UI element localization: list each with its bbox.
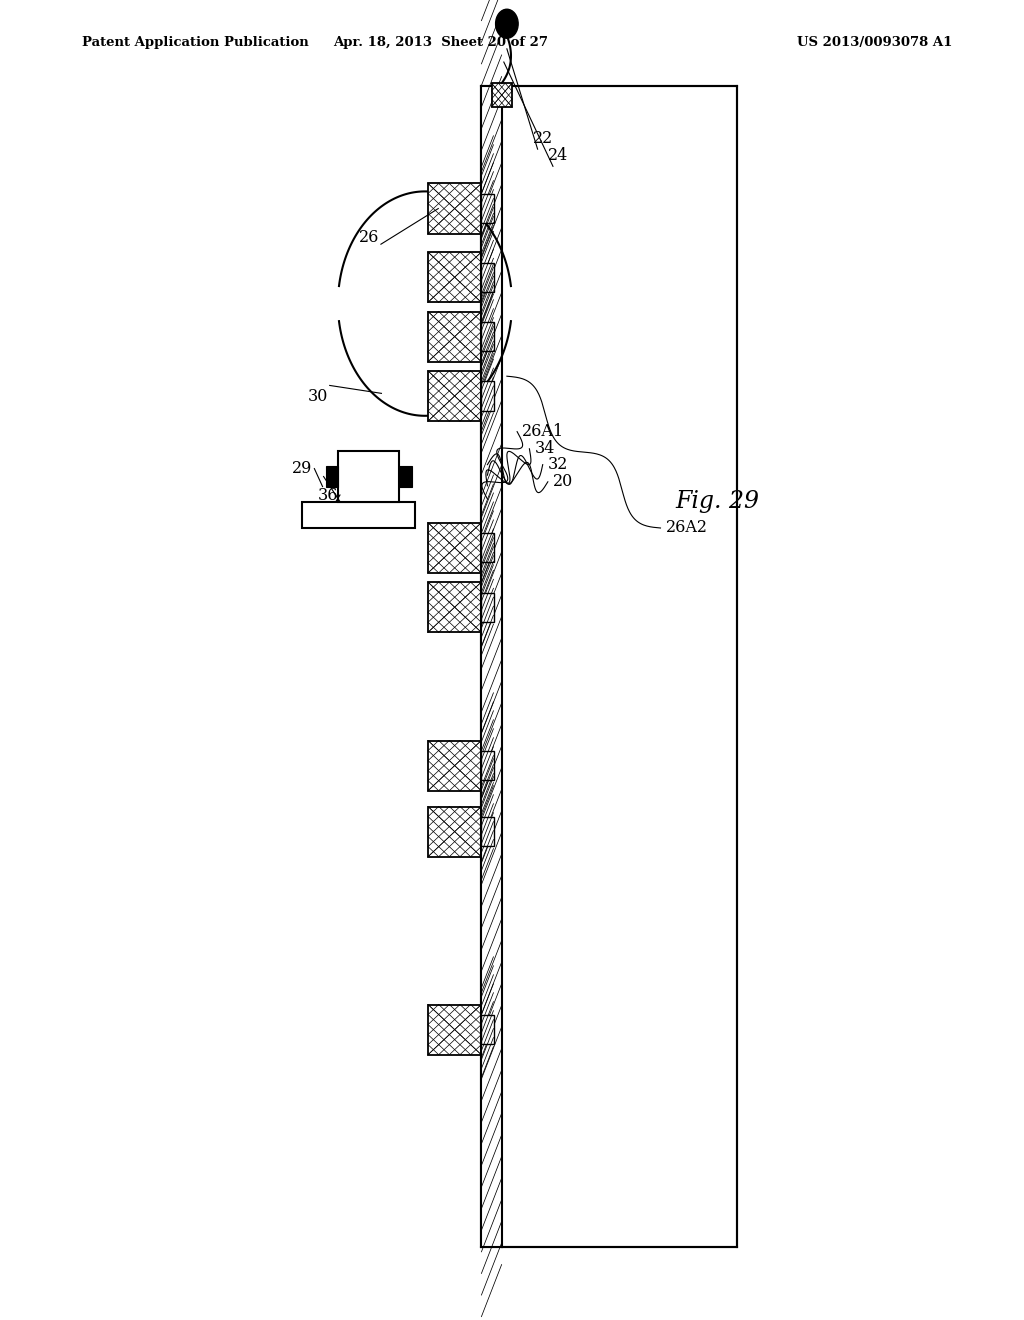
Text: 34: 34 bbox=[535, 441, 555, 457]
Text: 26A1: 26A1 bbox=[522, 424, 564, 440]
Bar bbox=[481, 533, 494, 562]
Bar bbox=[481, 322, 494, 351]
Text: 36: 36 bbox=[317, 487, 338, 503]
Bar bbox=[481, 86, 502, 1247]
Bar bbox=[428, 371, 481, 421]
Bar bbox=[428, 183, 481, 234]
Bar bbox=[492, 83, 512, 107]
Text: 24: 24 bbox=[548, 148, 568, 164]
Bar bbox=[481, 1015, 494, 1044]
Bar bbox=[481, 751, 494, 780]
Text: 22: 22 bbox=[532, 131, 553, 147]
Circle shape bbox=[496, 9, 518, 38]
Text: 26A2: 26A2 bbox=[666, 520, 708, 536]
Text: Patent Application Publication: Patent Application Publication bbox=[82, 36, 308, 49]
Bar bbox=[326, 466, 338, 487]
Text: 26: 26 bbox=[358, 230, 379, 246]
Bar bbox=[481, 194, 494, 223]
Bar bbox=[428, 807, 481, 857]
Bar bbox=[428, 1005, 481, 1055]
Bar bbox=[481, 263, 494, 292]
Text: 32: 32 bbox=[548, 457, 568, 473]
Text: US 2013/0093078 A1: US 2013/0093078 A1 bbox=[797, 36, 952, 49]
Bar bbox=[428, 582, 481, 632]
Text: Fig. 29: Fig. 29 bbox=[676, 490, 760, 513]
Bar bbox=[428, 741, 481, 791]
Bar bbox=[481, 381, 494, 411]
Bar bbox=[428, 312, 481, 362]
Bar bbox=[302, 502, 415, 528]
Text: Apr. 18, 2013  Sheet 20 of 27: Apr. 18, 2013 Sheet 20 of 27 bbox=[333, 36, 548, 49]
Bar bbox=[481, 86, 737, 1247]
Bar bbox=[481, 817, 494, 846]
Bar bbox=[481, 593, 494, 622]
Bar bbox=[338, 451, 399, 502]
Bar bbox=[399, 466, 412, 487]
Bar bbox=[428, 252, 481, 302]
Bar bbox=[428, 523, 481, 573]
Text: 20: 20 bbox=[553, 474, 573, 490]
Text: 30: 30 bbox=[307, 388, 328, 404]
Text: 29: 29 bbox=[292, 461, 312, 477]
